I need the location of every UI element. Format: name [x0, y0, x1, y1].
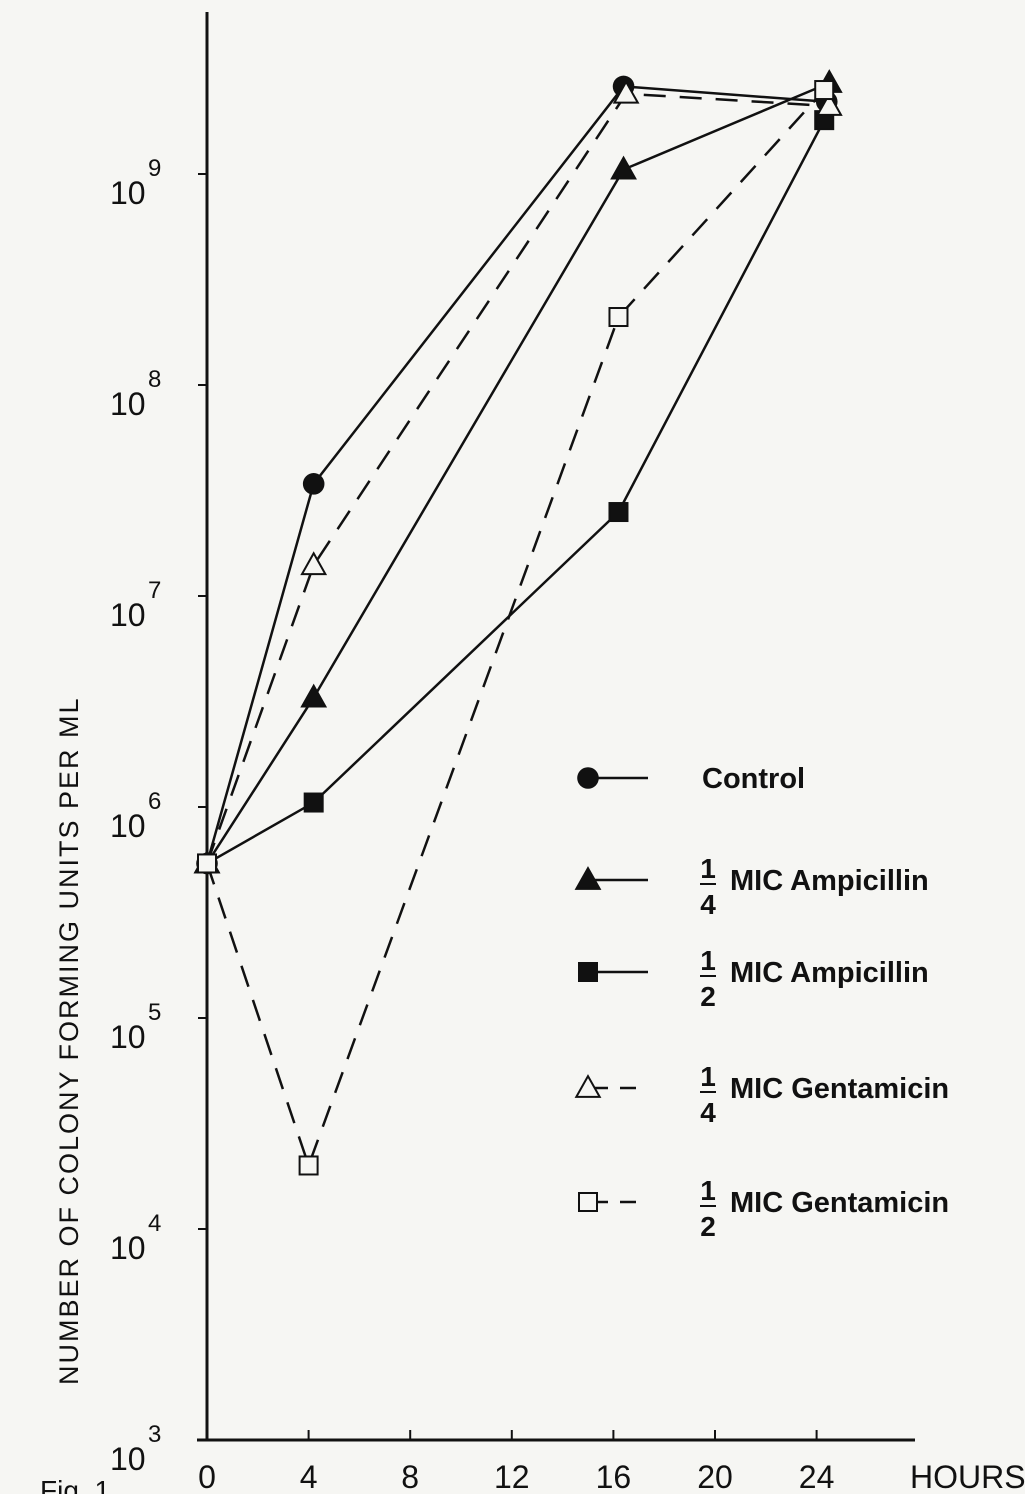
legend-label: MIC Ampicillin: [730, 865, 929, 897]
legend-fraction-denominator: 4: [700, 1097, 716, 1128]
y-tick-label: 105: [110, 999, 161, 1055]
data-point: [578, 962, 598, 982]
data-point: [814, 80, 835, 101]
x-tick-label: 12: [494, 1459, 530, 1494]
data-point: [610, 155, 637, 180]
x-tick-label: 24: [799, 1459, 835, 1494]
legend-fraction-denominator: 2: [700, 981, 716, 1012]
data-point: [815, 92, 843, 116]
data-point: [608, 502, 629, 523]
x-tick-label: 16: [596, 1459, 632, 1494]
series-1: [196, 75, 838, 875]
legend-item-4: 1 4 MIC Gentamicin: [574, 1061, 949, 1128]
series-layer: [193, 69, 843, 1176]
y-tick-base: 10: [110, 1441, 146, 1477]
x-tick-labels: 0 4 8 12 16 20 24: [198, 1459, 834, 1494]
series-2: [193, 69, 843, 874]
y-tick-base: 10: [110, 175, 146, 211]
x-tick-label: 20: [697, 1459, 733, 1494]
legend-fraction-numerator: 1: [700, 853, 716, 884]
legend-item-3: 1 2 MIC Ampicillin: [578, 945, 929, 1012]
series-4: [193, 79, 843, 874]
y-tick-label: 103: [110, 1421, 161, 1477]
legend-item-1: Control: [577, 763, 805, 795]
data-point: [298, 1155, 319, 1176]
y-tick-exponent: 5: [148, 999, 161, 1026]
legend-item-2: 1 4 MIC Ampicillin: [574, 853, 929, 920]
y-tick-base: 10: [110, 808, 146, 844]
y-tick-exponent: 7: [148, 577, 161, 604]
legend-item-5: 1 2 MIC Gentamicin: [578, 1175, 949, 1242]
x-tick-label: 0: [198, 1459, 216, 1494]
y-tick-base: 10: [110, 597, 146, 633]
data-point: [574, 1074, 602, 1098]
y-tick-base: 10: [110, 1019, 146, 1055]
y-tick-label: 104: [110, 1210, 161, 1266]
legend-fraction-denominator: 4: [700, 889, 716, 920]
data-point: [302, 473, 325, 495]
y-tick-base: 10: [110, 386, 146, 422]
y-tick-exponent: 9: [148, 155, 161, 182]
data-point: [300, 683, 328, 708]
x-tick-label: 4: [300, 1459, 318, 1494]
data-point: [303, 792, 324, 813]
series-line: [205, 81, 830, 865]
y-tick-exponent: 4: [148, 1210, 161, 1237]
y-tick-exponent: 3: [148, 1421, 161, 1448]
y-tick-exponent: 8: [148, 366, 161, 393]
data-point: [197, 853, 217, 874]
data-point: [612, 79, 640, 104]
x-tick-label: 8: [401, 1459, 419, 1494]
y-tick-label: 109: [110, 155, 161, 211]
caption-fragment: Fig. 1: [40, 1475, 110, 1494]
y-tick-label: 108: [110, 366, 161, 422]
legend-label: MIC Ampicillin: [730, 957, 929, 989]
legend-fraction-numerator: 1: [700, 945, 716, 976]
data-point: [577, 767, 599, 789]
series-line: [205, 92, 830, 864]
axes: [197, 12, 915, 1442]
ticks: [198, 173, 818, 1441]
y-tick-label: 107: [110, 577, 161, 633]
series-line: [206, 119, 826, 865]
legend-fraction-denominator: 2: [700, 1211, 716, 1242]
data-point: [574, 866, 602, 890]
series-line: [205, 85, 827, 864]
series-5: [197, 80, 835, 1176]
legend-fraction-numerator: 1: [700, 1061, 716, 1092]
y-tick-base: 10: [110, 1230, 146, 1266]
y-tick-label: 106: [110, 788, 161, 844]
data-point: [300, 551, 328, 576]
y-axis-label: NUMBER OF COLONY FORMING UNITS PER ML: [54, 696, 84, 1385]
data-point: [578, 1192, 598, 1212]
legend-label: MIC Gentamicin: [730, 1073, 949, 1105]
data-point: [608, 307, 629, 328]
legend-label: MIC Gentamicin: [730, 1187, 949, 1219]
legend-label: Control: [702, 763, 805, 795]
x-axis-label: HOURS: [910, 1459, 1025, 1494]
y-tick-exponent: 6: [148, 788, 161, 815]
series-line: [205, 89, 826, 1170]
legend-fraction-numerator: 1: [700, 1175, 716, 1206]
